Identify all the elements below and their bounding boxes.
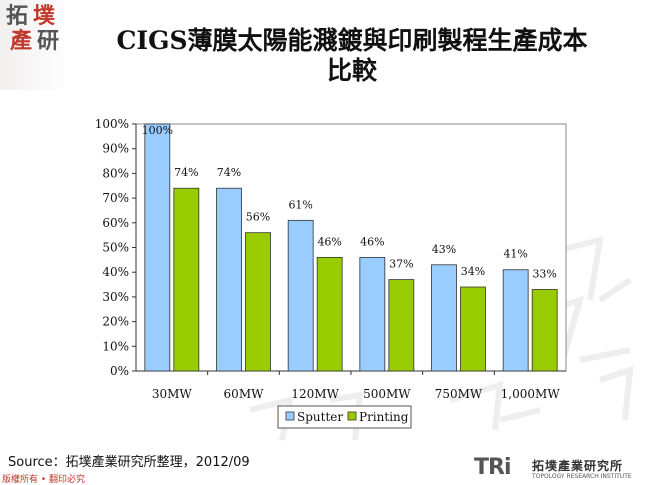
bar-printing <box>316 256 343 372</box>
data-label: 34% <box>461 265 485 278</box>
brand-name-en: TOPOLOGY RESEARCH INSTITUTE <box>532 473 632 480</box>
source-note: Source：拓墣產業研究所整理，2012/09 <box>8 455 250 470</box>
x-tick-label: 1,000MW <box>501 387 561 401</box>
x-tick-label: 60MW <box>224 387 265 401</box>
bar-sputter <box>359 256 386 372</box>
x-tick-label: 500MW <box>363 387 411 401</box>
bar-printing <box>460 286 486 372</box>
page-title: CIGS薄膜太陽能濺鍍與印刷製程生產成本 比較 <box>72 26 632 86</box>
bar-printing <box>173 187 200 372</box>
data-label: 46% <box>360 235 384 248</box>
legend-swatch <box>347 411 357 421</box>
logo-char: 墣 <box>33 4 56 29</box>
bar-printing <box>531 289 558 372</box>
legend-swatch <box>285 411 295 421</box>
bar-sputter <box>216 187 242 372</box>
copyright-note: 版權所有 • 翻印必究 <box>2 475 86 485</box>
data-label: 56% <box>246 211 270 224</box>
bar-sputter <box>144 123 171 372</box>
y-tick-label: 0% <box>110 364 129 378</box>
y-tick-label: 30% <box>102 290 129 304</box>
data-label: 100% <box>142 124 173 137</box>
y-tick-label: 70% <box>102 191 129 205</box>
page-title-line2: 比較 <box>326 56 377 85</box>
logo-char: 拓 <box>6 4 29 29</box>
y-tick-label: 100% <box>95 117 129 131</box>
brand-mark: TRi <box>474 455 511 480</box>
x-tick-label: 120MW <box>291 387 339 401</box>
brand-name: 拓墣產業研究所 <box>532 459 624 473</box>
data-label: 33% <box>532 267 556 280</box>
y-tick-label: 10% <box>102 339 129 353</box>
y-tick-label: 60% <box>102 216 129 230</box>
data-label: 61% <box>288 198 312 211</box>
x-tick-label: 750MW <box>435 387 483 401</box>
x-tick-label: 30MW <box>152 387 193 401</box>
data-label: 74% <box>174 166 198 179</box>
logo: 拓 墣 產 研 <box>6 4 64 56</box>
y-tick-label: 90% <box>102 142 129 156</box>
y-tick-label: 20% <box>102 315 129 329</box>
bar-sputter <box>431 264 457 372</box>
y-tick-label: 50% <box>102 241 129 255</box>
data-label: 37% <box>389 258 413 271</box>
plot-area <box>135 123 567 372</box>
data-label: 43% <box>432 243 456 256</box>
logo-char: 研 <box>37 29 60 54</box>
data-label: 41% <box>503 248 527 261</box>
bar-sputter <box>287 219 314 372</box>
legend-box <box>277 405 412 429</box>
bar-sputter <box>502 269 529 372</box>
legend-label: Printing <box>359 410 409 424</box>
brand-logo: TRi 拓墣產業研究所 TOPOLOGY RESEARCH INSTITUTE <box>474 455 644 483</box>
y-tick-label: 80% <box>102 166 129 180</box>
page-title-line1: CIGS薄膜太陽能濺鍍與印刷製程生產成本 <box>116 26 588 55</box>
bar-chart: 0% 10% 20% 30% 40% 50% 60% 70% 80% 90% 100% 30MW 100… <box>95 117 567 429</box>
logo-char: 產 <box>10 29 33 54</box>
bar-printing <box>388 279 415 372</box>
bar-printing <box>245 232 271 372</box>
legend-label: Sputter <box>297 410 343 424</box>
y-tick-label: 40% <box>102 265 129 279</box>
data-label: 74% <box>217 166 241 179</box>
data-label: 46% <box>317 235 341 248</box>
